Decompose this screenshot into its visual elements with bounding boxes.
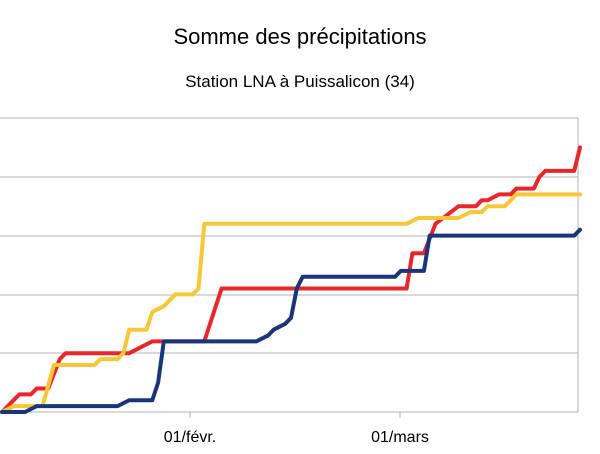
- series-line-2: [0, 227, 582, 414]
- chart-title: Somme des précipitations: [173, 24, 427, 49]
- axes: [0, 118, 579, 413]
- x-ticks: 01/févr. 01/mars: [164, 412, 429, 446]
- x-tick-label-1: 01/mars: [371, 429, 429, 446]
- series-line-0: [0, 145, 582, 414]
- x-tick-label-0: 01/févr.: [164, 429, 216, 446]
- chart-subtitle: Station LNA à Puissalicon (34): [185, 72, 415, 91]
- series-layer: [0, 145, 582, 414]
- series-line-1: [0, 192, 582, 414]
